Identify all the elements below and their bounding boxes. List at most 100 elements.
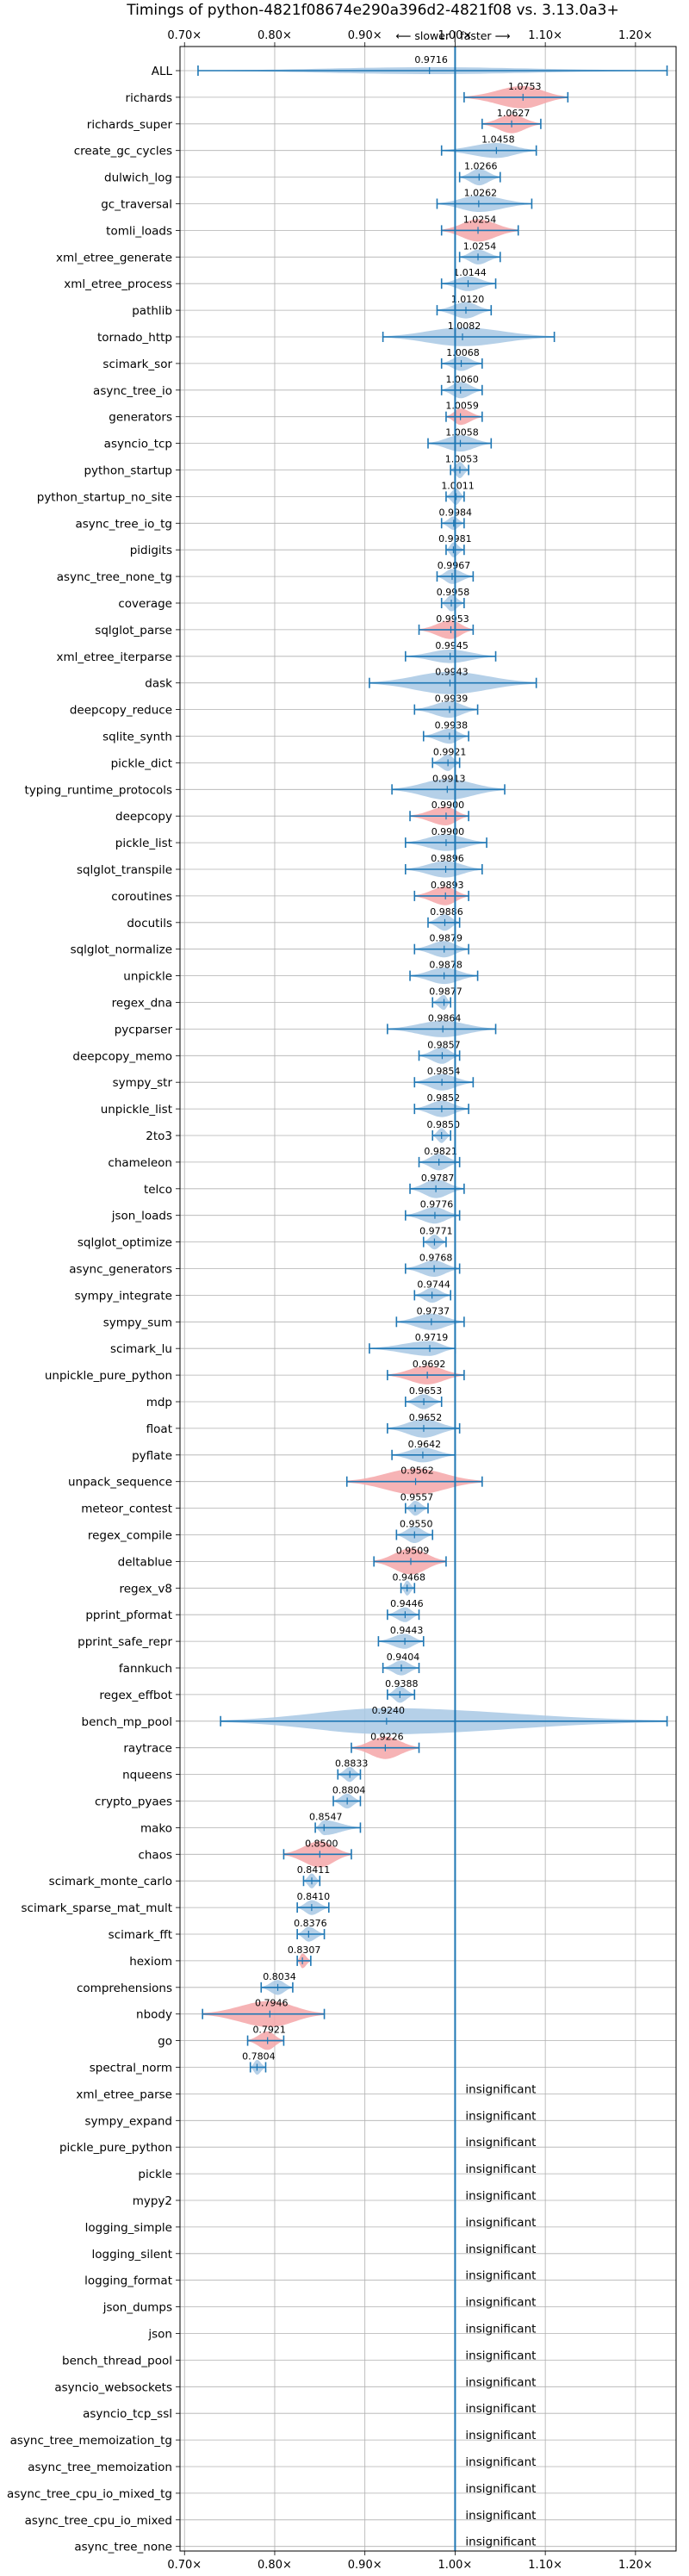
value-label: 1.0262 bbox=[464, 188, 498, 199]
category-label: tornado_http bbox=[97, 331, 172, 345]
value-label: 0.8376 bbox=[294, 1918, 327, 1929]
value-label: 0.9719 bbox=[415, 1332, 449, 1343]
category-label: dulwich_log bbox=[104, 171, 172, 185]
category-label: async_generators bbox=[69, 1263, 172, 1277]
category-label: deepcopy_memo bbox=[72, 1049, 172, 1063]
value-label: 0.9716 bbox=[414, 54, 448, 65]
value-label: 0.9886 bbox=[430, 906, 463, 918]
category-label: bench_thread_pool bbox=[62, 2354, 172, 2368]
category-label: pickle_pure_python bbox=[59, 2141, 172, 2155]
category-label: sqlglot_transpile bbox=[77, 863, 172, 877]
category-label: regex_dna bbox=[112, 997, 172, 1011]
value-label: 0.9943 bbox=[435, 667, 469, 678]
category-label: pathlib bbox=[132, 304, 172, 318]
value-label: 0.9857 bbox=[427, 1039, 461, 1050]
category-label: richards bbox=[126, 91, 172, 105]
category-label: docutils bbox=[127, 917, 172, 930]
insignificant-label: insignificant bbox=[465, 2323, 536, 2336]
insignificant-label: insignificant bbox=[465, 2162, 536, 2176]
category-label: pycparser bbox=[115, 1023, 173, 1036]
category-label: unpickle bbox=[123, 970, 172, 984]
x-tick-label-top: 1.20× bbox=[618, 29, 653, 42]
value-label: 0.8804 bbox=[332, 1785, 366, 1796]
value-label: 0.9768 bbox=[419, 1253, 453, 1264]
value-label: 0.8833 bbox=[335, 1758, 369, 1770]
x-tick-label-bottom: 0.80× bbox=[258, 2559, 292, 2572]
value-label: 1.0068 bbox=[446, 347, 480, 358]
x-tick-label-bottom: 0.70× bbox=[167, 2559, 202, 2572]
value-label: 0.9854 bbox=[427, 1066, 461, 1077]
value-label: 0.9878 bbox=[429, 960, 462, 971]
value-label: 0.9953 bbox=[436, 613, 469, 625]
value-label: 0.9240 bbox=[372, 1705, 406, 1716]
insignificant-label: insignificant bbox=[465, 2082, 536, 2096]
category-label: deepcopy_reduce bbox=[70, 704, 172, 718]
category-label: async_tree_cpu_io_mixed_tg bbox=[7, 2487, 172, 2501]
category-label: scimark_monte_carlo bbox=[49, 1875, 172, 1888]
value-label: 1.0011 bbox=[441, 480, 475, 491]
value-label: 0.9945 bbox=[435, 640, 469, 651]
category-label: unpickle_list bbox=[101, 1103, 172, 1117]
insignificant-label: insignificant bbox=[465, 2243, 536, 2256]
category-label: hexiom bbox=[129, 1955, 172, 1969]
x-tick-label-bottom: 1.20× bbox=[618, 2559, 653, 2572]
value-label: 0.9692 bbox=[413, 1359, 446, 1370]
insignificant-label: insignificant bbox=[465, 2109, 536, 2123]
category-label: async_tree_none_tg bbox=[57, 570, 172, 584]
axes-layer: 0.70× 0.70× 0.80× 0.80× 0.90× 0.90× 1.00× 1.00×… bbox=[167, 29, 677, 2572]
value-label: 0.9913 bbox=[432, 773, 466, 784]
insignificant-label: insignificant bbox=[465, 2429, 536, 2442]
value-label: 0.9550 bbox=[400, 1519, 433, 1530]
value-label: 0.9744 bbox=[417, 1279, 450, 1290]
category-label: json_loads bbox=[111, 1210, 172, 1223]
category-label: tomli_loads bbox=[106, 224, 172, 238]
category-label: deepcopy bbox=[115, 810, 172, 824]
insignificant-label: insignificant bbox=[465, 2509, 536, 2523]
value-label: 0.9468 bbox=[392, 1571, 425, 1583]
category-label: python_startup_no_site bbox=[37, 490, 172, 504]
category-label: sqlite_synth bbox=[102, 731, 172, 744]
value-label: 0.9879 bbox=[429, 933, 462, 944]
value-label: 1.0266 bbox=[464, 161, 498, 172]
category-label: spectral_norm bbox=[90, 2062, 172, 2075]
category-label: nbody bbox=[136, 2008, 172, 2022]
category-label: ALL bbox=[152, 65, 173, 78]
category-label: pickle bbox=[138, 2168, 172, 2181]
violins-layer bbox=[197, 65, 668, 2075]
category-label: coroutines bbox=[111, 890, 172, 904]
category-label: xml_etree_iterparse bbox=[57, 650, 173, 664]
category-label: deltablue bbox=[118, 1555, 172, 1569]
value-label: 0.8307 bbox=[288, 1944, 321, 1956]
category-label: chameleon bbox=[108, 1156, 172, 1170]
category-label: sqlglot_normalize bbox=[71, 943, 172, 957]
value-label: 0.9864 bbox=[428, 1012, 462, 1024]
insignificant-label: insignificant bbox=[465, 2136, 536, 2150]
value-label: 0.9652 bbox=[409, 1412, 443, 1423]
value-label: 1.0059 bbox=[445, 401, 479, 412]
insignificant-label: insignificant bbox=[465, 2216, 536, 2230]
category-label: mypy2 bbox=[133, 2194, 172, 2208]
value-label: 0.8547 bbox=[309, 1811, 343, 1822]
category-label: xml_etree_parse bbox=[76, 2088, 172, 2101]
value-label: 1.0254 bbox=[463, 214, 497, 225]
category-label: async_tree_io_tg bbox=[75, 517, 172, 531]
category-label: regex_compile bbox=[88, 1529, 172, 1543]
category-label: pidigits bbox=[130, 544, 172, 557]
value-label: 0.9562 bbox=[400, 1465, 434, 1477]
value-label: 1.0058 bbox=[445, 427, 479, 439]
category-label: async_tree_io bbox=[93, 384, 172, 398]
value-label: 0.9821 bbox=[424, 1146, 457, 1157]
category-label: xml_etree_generate bbox=[56, 251, 172, 264]
x-axis-label: ⟵ slower | faster ⟶ bbox=[396, 29, 511, 42]
category-label: async_tree_memoization bbox=[28, 2461, 172, 2474]
value-label: 0.7804 bbox=[242, 2051, 276, 2063]
value-label: 1.0254 bbox=[463, 240, 497, 252]
category-label: richards_super bbox=[87, 118, 173, 132]
category-label: gc_traversal bbox=[101, 198, 172, 212]
value-label: 0.7921 bbox=[252, 2025, 286, 2036]
category-label: regex_effbot bbox=[99, 1689, 172, 1702]
value-label: 0.8034 bbox=[263, 1971, 296, 1982]
value-label: 0.9776 bbox=[420, 1199, 454, 1210]
plot-frame bbox=[179, 46, 677, 2552]
value-label: 0.9737 bbox=[417, 1305, 450, 1316]
